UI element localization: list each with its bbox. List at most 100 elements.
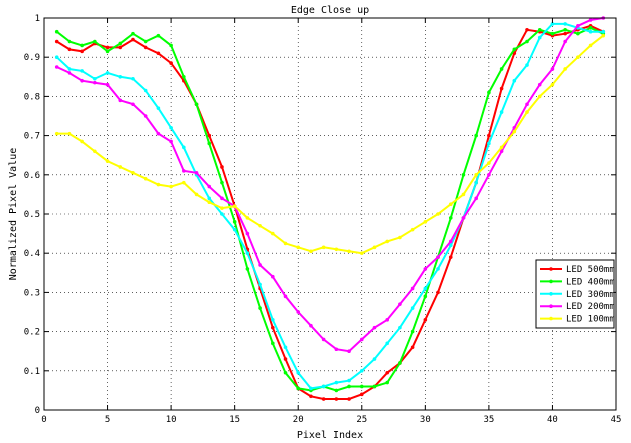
data-point-led-300mm — [474, 180, 478, 185]
data-point-led-100mm — [194, 192, 199, 197]
data-point-led-300mm — [359, 369, 364, 373]
data-point-led-100mm — [80, 139, 84, 144]
data-point-led-200mm — [93, 80, 97, 85]
data-point-led-400mm — [207, 141, 212, 146]
data-point-led-400mm — [512, 47, 517, 52]
data-point-led-100mm — [245, 216, 250, 220]
data-point-led-400mm — [67, 39, 72, 44]
data-point-led-300mm — [372, 357, 377, 361]
data-point-led-200mm — [385, 318, 390, 322]
data-point-led-100mm — [601, 33, 606, 38]
legend-marker — [549, 292, 553, 296]
data-point-led-300mm — [436, 267, 440, 271]
x-tick-label: 35 — [483, 415, 494, 425]
data-point-led-500mm — [54, 39, 59, 44]
y-tick-label: 0.8 — [24, 92, 40, 102]
data-point-led-200mm — [67, 71, 72, 75]
data-point-led-100mm — [487, 161, 491, 165]
data-point-led-300mm — [563, 22, 567, 26]
tick-labels: 0 5 10 15 20 25 30 35 40 45 0 0.1 0.2 0.3 0.4 0.5 0.6 0.7… — [24, 14, 622, 425]
data-point-led-100mm — [588, 43, 593, 48]
data-point-led-100mm — [385, 239, 390, 244]
data-point-led-500mm — [385, 370, 390, 375]
legend-label: LED 500mm — [566, 265, 615, 275]
legend-marker — [549, 279, 553, 284]
data-point-led-200mm — [525, 102, 529, 107]
data-point-led-500mm — [423, 318, 428, 322]
series-group — [54, 16, 606, 401]
data-point-led-300mm — [385, 341, 390, 346]
data-point-led-100mm — [525, 110, 529, 114]
data-point-led-200mm — [80, 78, 84, 83]
data-point-led-300mm — [131, 76, 135, 81]
y-tick-label: 0.3 — [24, 288, 40, 298]
data-point-led-200mm — [461, 216, 466, 220]
data-point-led-500mm — [283, 357, 288, 361]
data-point-led-100mm — [67, 131, 72, 136]
data-point-led-400mm — [576, 31, 580, 36]
y-tick-label: 0.9 — [24, 53, 40, 63]
data-point-led-400mm — [220, 180, 224, 185]
data-point-led-100mm — [423, 220, 428, 224]
data-point-led-300mm — [54, 55, 59, 59]
data-point-led-400mm — [550, 31, 555, 36]
x-axis-label: Pixel Index — [297, 430, 363, 441]
data-point-led-100mm — [436, 212, 440, 216]
data-point-led-300mm — [245, 251, 250, 255]
data-point-led-300mm — [309, 386, 313, 391]
data-point-led-400mm — [194, 102, 199, 107]
data-point-led-400mm — [131, 31, 135, 36]
data-point-led-300mm — [499, 110, 504, 114]
data-point-led-100mm — [410, 227, 415, 232]
data-point-led-300mm — [423, 286, 428, 291]
data-point-led-400mm — [54, 29, 59, 34]
x-tick-label: 0 — [41, 415, 46, 425]
data-point-led-100mm — [576, 55, 580, 59]
data-point-led-300mm — [80, 69, 84, 73]
data-point-led-400mm — [258, 306, 262, 310]
data-point-led-400mm — [283, 370, 288, 375]
data-point-led-100mm — [499, 145, 504, 150]
data-point-led-100mm — [54, 131, 59, 136]
data-point-led-200mm — [220, 196, 224, 201]
data-point-led-300mm — [398, 325, 402, 330]
y-tick-label: 0 — [35, 406, 40, 416]
data-point-led-200mm — [283, 294, 288, 299]
y-tick-label: 0.1 — [24, 367, 40, 377]
data-point-led-500mm — [436, 290, 440, 295]
x-tick-label: 40 — [547, 415, 558, 425]
data-point-led-300mm — [537, 35, 542, 40]
data-point-led-400mm — [105, 49, 110, 54]
x-tick-label: 5 — [105, 415, 110, 425]
data-point-led-100mm — [182, 180, 186, 185]
data-point-led-200mm — [410, 286, 415, 291]
data-point-led-500mm — [563, 31, 567, 36]
legend-label: LED 300mm — [566, 290, 615, 300]
data-point-led-200mm — [131, 102, 135, 107]
data-point-led-100mm — [283, 241, 288, 246]
data-point-led-500mm — [499, 86, 504, 91]
data-point-led-200mm — [576, 24, 580, 28]
data-point-led-400mm — [80, 43, 84, 48]
data-point-led-300mm — [321, 384, 326, 389]
data-point-led-200mm — [347, 349, 351, 354]
data-point-led-400mm — [245, 267, 250, 271]
data-point-led-100mm — [563, 67, 567, 71]
data-point-led-400mm — [232, 220, 237, 224]
data-point-led-200mm — [334, 347, 339, 352]
data-point-led-300mm — [334, 380, 339, 385]
data-point-led-400mm — [499, 67, 504, 71]
data-point-led-400mm — [525, 39, 529, 44]
data-point-led-100mm — [334, 247, 339, 252]
data-point-led-200mm — [309, 323, 313, 328]
data-point-led-400mm — [169, 43, 173, 48]
data-point-led-300mm — [550, 22, 555, 26]
data-point-led-500mm — [359, 392, 364, 397]
data-point-led-200mm — [423, 267, 428, 271]
series-led-400mm — [54, 26, 606, 393]
data-point-led-100mm — [118, 165, 123, 169]
data-point-led-400mm — [537, 27, 542, 32]
data-point-led-200mm — [296, 310, 301, 314]
data-point-led-200mm — [487, 173, 491, 177]
data-point-led-300mm — [296, 370, 301, 375]
